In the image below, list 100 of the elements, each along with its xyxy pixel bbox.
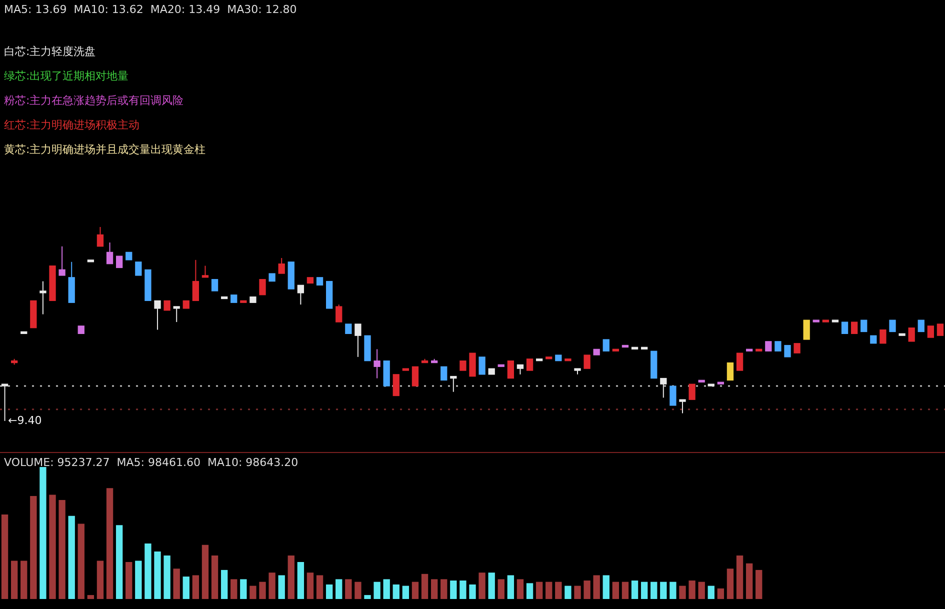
- bar: [516, 579, 524, 599]
- bar: [306, 572, 314, 599]
- candlestick: [526, 358, 534, 371]
- bar: [345, 579, 352, 599]
- annotation: ←9.40: [8, 414, 42, 427]
- bar: [278, 575, 285, 599]
- bar: [440, 579, 448, 599]
- candlestick: [784, 344, 791, 358]
- bar: [336, 579, 342, 599]
- bar: [126, 562, 132, 599]
- bar: [574, 586, 581, 599]
- text: 绿芯:出现了近期相对地量: [4, 69, 129, 82]
- candlestick: [927, 325, 934, 338]
- candlestick: [164, 300, 170, 311]
- bar: [450, 580, 457, 599]
- bar: [640, 582, 648, 599]
- bar: [288, 555, 294, 599]
- bar: [10, 560, 18, 599]
- bar: [87, 595, 94, 599]
- bar: [688, 580, 696, 599]
- bar: [726, 568, 734, 599]
- candlestick: [202, 265, 209, 278]
- candlestick: [936, 323, 944, 336]
- bar: [192, 575, 200, 599]
- text: 黄芯:主力明确进场并且成交量出现黄金柱: [4, 142, 206, 156]
- candlestick: [908, 328, 915, 342]
- bar: [488, 572, 495, 599]
- bar: [268, 572, 276, 599]
- bar: [670, 582, 676, 599]
- bar: [602, 575, 610, 599]
- bar: [202, 544, 209, 599]
- candlestick: [516, 364, 524, 375]
- bar: [211, 555, 218, 599]
- candlestick: [679, 399, 686, 414]
- candlestick: [765, 340, 772, 352]
- bar: [612, 582, 620, 599]
- bar: [78, 524, 84, 599]
- bar: [756, 570, 762, 599]
- bar: [182, 576, 190, 599]
- bar: [354, 582, 362, 599]
- bar: [144, 544, 152, 599]
- bar: [402, 586, 410, 599]
- text: 白芯:主力轻度洗盘: [4, 44, 96, 58]
- candlestick: [336, 304, 342, 323]
- candlestick: [803, 320, 810, 340]
- candlestick: [211, 279, 218, 292]
- candlestick: [392, 374, 400, 396]
- candlestick: [889, 320, 896, 332]
- candlestick: [507, 360, 514, 379]
- bar: [259, 582, 266, 599]
- bar: [30, 496, 37, 599]
- candlestick: [660, 378, 667, 398]
- bar: [58, 500, 66, 599]
- candlestick: [469, 352, 476, 377]
- bar: [392, 584, 400, 599]
- bar: [555, 582, 562, 599]
- bar: [546, 582, 552, 599]
- bar: [498, 579, 504, 599]
- bar: [412, 582, 419, 599]
- bar: [364, 595, 371, 599]
- candlestick: [478, 356, 486, 375]
- bar: [250, 586, 256, 599]
- bar: [1, 514, 8, 599]
- candlestick: [670, 386, 676, 406]
- candlestick: [688, 384, 696, 400]
- bar: [164, 555, 170, 599]
- candlestick: [774, 340, 782, 352]
- bar: [660, 582, 667, 599]
- text: 粉芯:主力在急涨趋势后或有回调风险: [4, 94, 184, 107]
- bar: [421, 574, 428, 599]
- candlestick: [850, 322, 858, 334]
- bar: [736, 555, 744, 599]
- bar: [631, 580, 638, 599]
- bar: [40, 467, 46, 599]
- candlestick: [297, 284, 304, 306]
- bar: [96, 560, 104, 599]
- candlestick: [106, 242, 114, 264]
- candlestick: [918, 320, 924, 332]
- bar: [584, 580, 590, 599]
- candlestick: [440, 366, 448, 381]
- candlestick: [374, 348, 380, 379]
- bar: [374, 582, 380, 599]
- bar: [593, 575, 600, 599]
- bar: [536, 582, 543, 599]
- bar: [622, 582, 629, 599]
- candlestick: [354, 323, 362, 358]
- bar: [326, 584, 333, 599]
- bar: [68, 516, 75, 599]
- bar: [460, 580, 466, 599]
- bar: [564, 586, 572, 599]
- bar: [717, 588, 724, 599]
- candlestick: [860, 320, 868, 332]
- candlestick: [602, 338, 610, 352]
- bar: [173, 568, 180, 599]
- bar: [383, 579, 390, 599]
- candlestick: [154, 300, 161, 330]
- bar: [507, 575, 514, 599]
- candlestick: [192, 259, 200, 302]
- bar: [746, 563, 753, 599]
- bar: [20, 560, 28, 599]
